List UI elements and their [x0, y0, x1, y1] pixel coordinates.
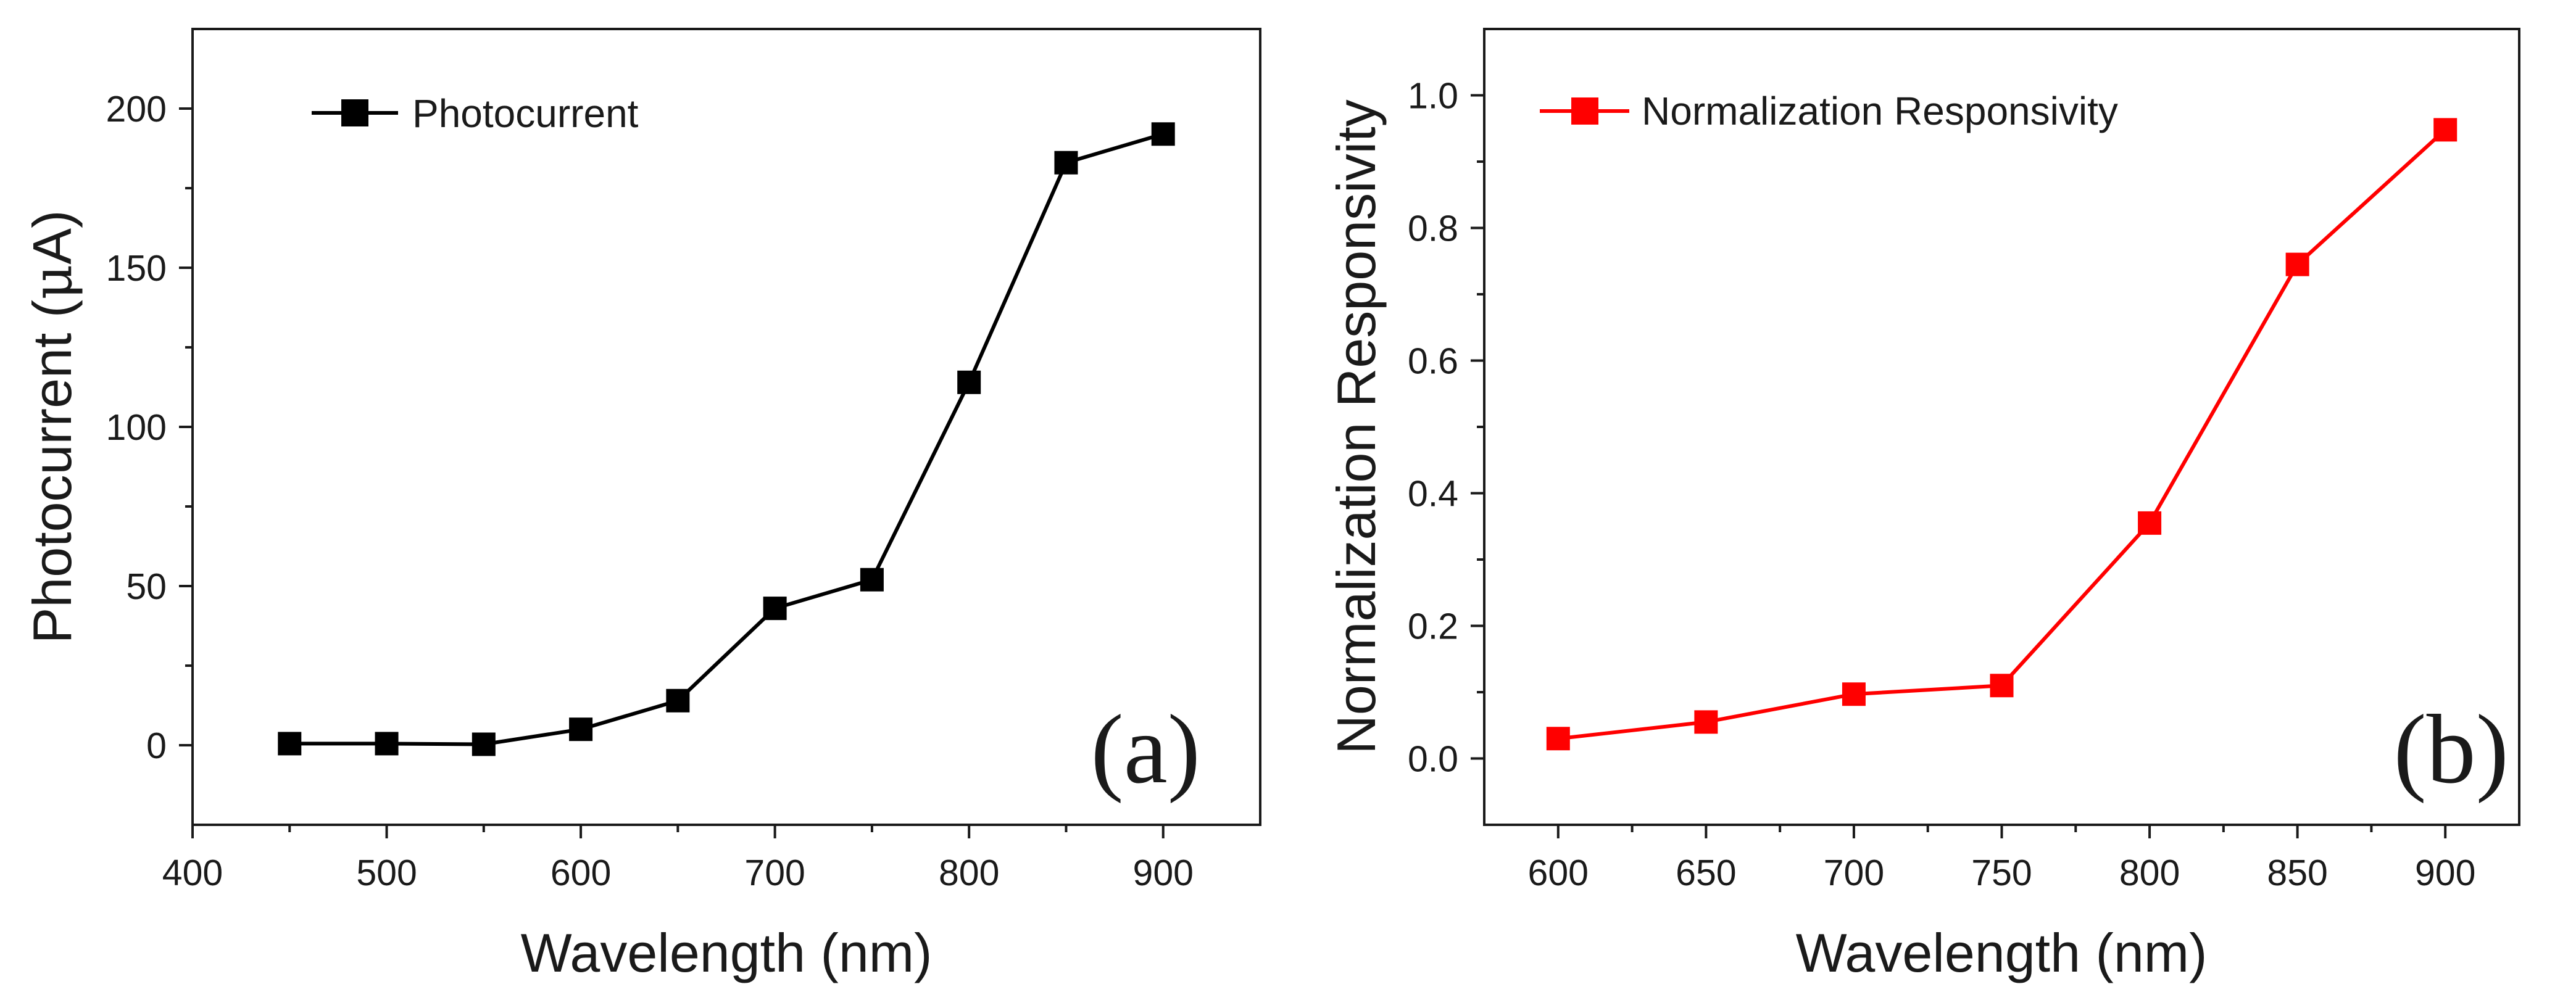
x-tick-label: 800 [2119, 853, 2180, 893]
panel-a-y-axis-title-greek: μ [20, 265, 84, 300]
panel-a-legend-label: Photocurrent [412, 91, 639, 136]
y-tick-label: 0 [146, 725, 167, 766]
y-tick-label: 150 [106, 248, 167, 289]
panel-a-y-axis-title-unit: A) [22, 210, 83, 265]
data-point-marker [375, 732, 399, 756]
y-tick-label: 100 [106, 407, 167, 448]
data-point-marker [2285, 252, 2309, 276]
x-tick-label: 750 [1971, 853, 2032, 893]
panel-a-legend: Photocurrent [312, 91, 639, 136]
panel-b-x-axis-title: Wavelength (nm) [1796, 922, 2208, 983]
y-tick-label: 0.0 [1408, 739, 1458, 780]
panel-a-tag: (a) [1091, 694, 1200, 804]
panel-b-y-axis-title: Normalization Responsivity [1326, 99, 1387, 754]
data-point-marker [278, 732, 302, 756]
panel-b-series-normalization-responsivity [1546, 118, 2458, 751]
panel-a-y-axis: 0 50 100 150 200 [106, 89, 193, 766]
x-tick-label: 400 [162, 853, 223, 893]
x-tick-label: 650 [1676, 853, 1736, 893]
y-tick-label: 200 [106, 89, 167, 130]
panel-a-photocurrent: 400 500 600 700 800 900 0 50 100 150 200 Photocur… [20, 28, 1261, 983]
panel-a-x-axis-title: Wavelength (nm) [521, 922, 933, 983]
data-point-marker [2433, 118, 2458, 142]
data-point-marker [1990, 674, 2014, 698]
x-tick-label: 600 [1528, 853, 1589, 893]
panel-a-y-axis-title-text: Photocurrent ( [22, 300, 83, 644]
panel-b-tag: (b) [2393, 694, 2509, 804]
series-line [289, 132, 1164, 746]
data-point-marker [1842, 682, 1866, 706]
data-point-marker [957, 370, 981, 394]
y-tick-label: 50 [126, 566, 167, 607]
x-tick-label: 900 [1133, 853, 1194, 893]
y-tick-label: 0.2 [1408, 606, 1458, 647]
panel-b-x-axis: 600 650 700 750 800 850 900 [1528, 825, 2475, 893]
y-tick-label: 0.6 [1408, 341, 1458, 382]
data-point-marker [1694, 710, 1718, 734]
data-point-marker [1054, 151, 1078, 175]
panel-b-y-axis: 0.0 0.2 0.4 0.6 0.8 1.0 [1408, 76, 1484, 780]
data-point-marker [1151, 122, 1175, 146]
y-tick-label: 0.4 [1408, 474, 1458, 514]
x-tick-label: 600 [551, 853, 611, 893]
series-line [1558, 128, 2447, 741]
x-tick-label: 500 [356, 853, 417, 893]
panel-b-legend-marker [1571, 97, 1598, 125]
panel-b-plot-frame [1483, 28, 2520, 826]
panel-a-y-axis-title: Photocurrent (μA) [20, 210, 84, 644]
data-point-marker [569, 717, 593, 742]
data-point-marker [763, 597, 787, 621]
data-point-marker [860, 568, 884, 592]
data-point-marker [1546, 727, 1570, 751]
data-point-marker [666, 688, 690, 713]
x-tick-label: 700 [744, 853, 805, 893]
panel-b-legend-label: Normalization Responsivity [1642, 89, 2118, 133]
panel-b-legend: Normalization Responsivity [1540, 89, 2118, 133]
panel-a-series-photocurrent [278, 122, 1175, 756]
x-tick-label: 700 [1824, 853, 1884, 893]
x-tick-label: 850 [2267, 853, 2327, 893]
panel-a-x-axis: 400 500 600 700 800 900 [162, 825, 1194, 893]
data-point-marker [2138, 511, 2162, 535]
panel-a-legend-marker [341, 99, 368, 126]
x-tick-label: 900 [2415, 853, 2475, 893]
data-point-marker [472, 732, 496, 756]
panel-b-responsivity: 600 650 700 750 800 850 900 0.0 0.2 0.4 0.6 0.8 1.0… [1326, 28, 2520, 983]
y-tick-label: 0.8 [1408, 209, 1458, 249]
y-tick-label: 1.0 [1408, 76, 1458, 117]
x-tick-label: 800 [939, 853, 999, 893]
